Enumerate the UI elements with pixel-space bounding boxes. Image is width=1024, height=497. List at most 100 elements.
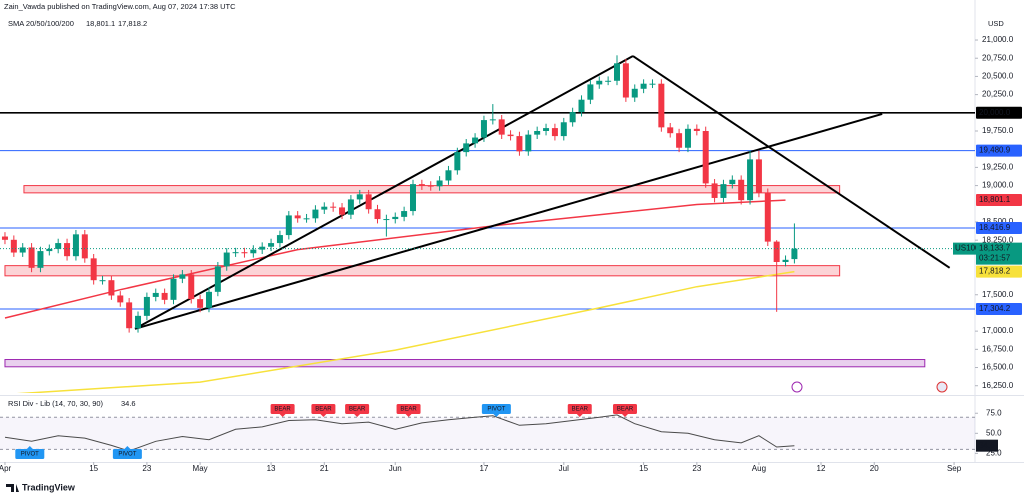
zone: [4, 265, 841, 277]
candle-body: [356, 194, 363, 200]
candle-body: [764, 192, 771, 242]
y-tick-label: 17,500.0: [982, 290, 1014, 299]
candle-body: [693, 128, 700, 131]
y-tick-label: 17,000.0: [982, 326, 1014, 335]
candle-body: [472, 137, 479, 144]
candle-body: [46, 248, 53, 252]
trendline: [632, 55, 951, 269]
x-tick-label: Apr: [0, 464, 12, 473]
rsi-tick-label: 75.0: [986, 408, 1002, 417]
x-tick-label: 13: [267, 464, 276, 473]
candle-body: [383, 219, 390, 221]
candle-body: [463, 143, 470, 153]
symbol-tag: US100: [955, 244, 980, 253]
candle-body: [64, 243, 71, 257]
candle-body: [596, 80, 603, 85]
candle-body: [214, 266, 221, 292]
candle-body: [649, 83, 656, 85]
sma-label: SMA 20/50/100/200: [8, 19, 74, 28]
candle-body: [28, 247, 35, 268]
candle-body: [152, 292, 159, 297]
candle-body: [161, 292, 168, 300]
signal-pointer: [621, 414, 628, 417]
candle-body: [614, 63, 621, 81]
signal-bg: [567, 404, 592, 414]
rsi-tick-label: 25.0: [986, 448, 1002, 457]
candle-body: [303, 218, 310, 220]
candle-body: [90, 258, 97, 281]
x-tick-label: 17: [479, 464, 488, 473]
candle-body: [285, 215, 292, 236]
candle-body: [241, 252, 248, 254]
candle-body: [10, 239, 17, 253]
candle-body: [117, 295, 124, 303]
signal-label: PIVOT: [21, 452, 39, 458]
candle-body: [418, 184, 425, 186]
x-tick-label: May: [193, 464, 208, 473]
candle-body: [409, 184, 416, 212]
candle-body: [631, 88, 638, 98]
candle-body: [321, 206, 328, 210]
candle-body: [135, 315, 142, 329]
x-tick-label: 15: [639, 464, 648, 473]
candle-body: [205, 291, 212, 308]
icon: [791, 381, 803, 393]
candle-body: [374, 209, 381, 220]
signal-label: PIVOT: [487, 407, 505, 413]
y-tick-label: 16,500.0: [982, 363, 1014, 372]
candle-body: [250, 249, 257, 254]
signal-label: BEAR: [315, 407, 332, 413]
signal-bg: [481, 404, 511, 414]
last-price-tag-bg: [976, 242, 1022, 265]
candle-body: [37, 251, 44, 268]
level-tag: 18,416.9: [979, 223, 1011, 232]
x-tick-label: 12: [817, 464, 826, 473]
x-tick-label: Aug: [752, 464, 766, 473]
candle-body: [126, 302, 133, 329]
candle-body: [143, 296, 150, 316]
sma-line: [16, 270, 795, 393]
signal-label: BEAR: [274, 407, 291, 413]
last-price-tag: 18,133.7: [979, 244, 1011, 253]
candle-body: [773, 241, 780, 262]
y-tick-label: 19,250.0: [982, 162, 1014, 171]
symbol-tag-bg: [953, 242, 976, 255]
candle-body: [658, 83, 665, 128]
candle-body: [312, 209, 319, 219]
signal-bg: [396, 404, 421, 414]
candle-body: [569, 112, 576, 123]
header: Zain_Vawda published on TradingView.com,…: [4, 2, 236, 11]
candle-body: [339, 207, 346, 215]
candle-body: [427, 185, 434, 187]
sma-tag-bg: [976, 194, 1022, 207]
x-tick-label: 23: [692, 464, 701, 473]
toolbar-icons: [791, 381, 948, 393]
candle-body: [365, 194, 372, 210]
x-tick-label: 15: [89, 464, 98, 473]
level-tag-bg: [976, 106, 1022, 119]
candle-body: [560, 122, 567, 137]
footer-bar: [0, 478, 1024, 497]
y-tick-label: 20,750.0: [982, 53, 1014, 62]
signal-label: BEAR: [617, 407, 634, 413]
level-tag: 19,480.9: [979, 146, 1011, 155]
candle-body: [223, 252, 230, 267]
candle-body: [711, 183, 718, 198]
candle-body: [738, 179, 745, 201]
footer-logo: TradingView: [22, 482, 76, 492]
signal-bg: [112, 449, 142, 459]
countdown: 03:21:57: [979, 254, 1011, 263]
candle-body: [507, 134, 514, 137]
candle-body: [99, 280, 106, 282]
level-tag: 17,304.2: [979, 304, 1011, 313]
level-tag-bg: [976, 222, 1022, 235]
candle-body: [702, 131, 709, 184]
sma-tag: 18,801.1: [979, 195, 1011, 204]
y-tick-label: 20,250.0: [982, 90, 1014, 99]
signal-label: BEAR: [400, 407, 417, 413]
candle-body: [578, 99, 585, 113]
y-tick-label: 21,000.0: [982, 35, 1014, 44]
candle-body: [489, 119, 496, 121]
candle-body: [1, 236, 8, 240]
